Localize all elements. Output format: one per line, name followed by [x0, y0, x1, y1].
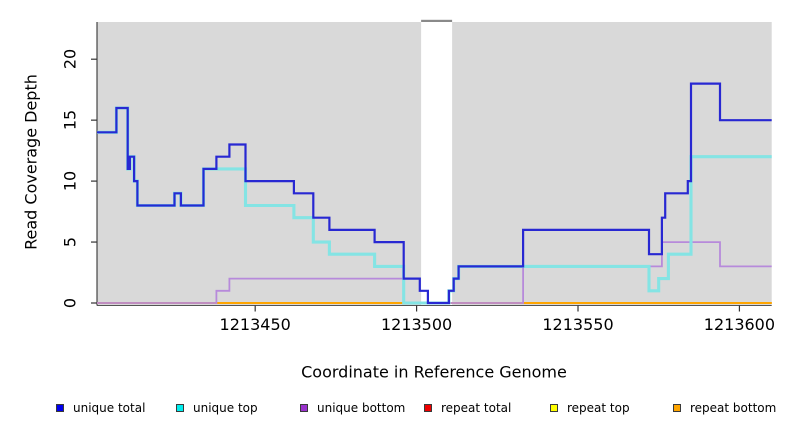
legend-label: repeat total [441, 401, 512, 415]
y-tick-label: 20 [60, 49, 80, 70]
x-tick-label: 1213600 [703, 315, 776, 334]
legend-item-repeat-total: repeat total [424, 398, 511, 418]
series-line-unique-total [97, 82, 772, 305]
legend-item-repeat-top: repeat top [550, 398, 630, 418]
legend-swatch-icon [673, 404, 681, 412]
x-tick-label: 1213450 [219, 315, 291, 334]
y-tick-label: 10 [60, 170, 80, 192]
legend-label: repeat top [567, 401, 630, 415]
legend-label: repeat bottom [690, 401, 777, 415]
legend-label: unique top [193, 401, 258, 415]
legend-item-unique-bottom: unique bottom [300, 398, 405, 418]
x-axis-title: Coordinate in Reference Genome [301, 362, 567, 382]
legend-swatch-icon [56, 404, 64, 412]
y-tick-label: 0 [60, 297, 80, 309]
legend-swatch-icon [550, 404, 558, 412]
legend-item-unique-total: unique total [56, 398, 145, 418]
legend-swatch-icon [176, 404, 184, 412]
legend-label: unique bottom [317, 401, 406, 415]
x-tick-label: 1213550 [542, 315, 614, 334]
y-tick-label: 15 [60, 109, 80, 131]
legend-item-unique-top: unique top [176, 398, 258, 418]
legend-swatch-icon [300, 404, 308, 412]
y-tick-label: 5 [60, 236, 80, 248]
y-axis-title: Read Coverage Depth [21, 74, 41, 250]
legend-label: unique total [73, 401, 146, 415]
legend-swatch-icon [424, 404, 432, 412]
legend: unique total unique top unique bottom repea… [0, 398, 792, 420]
series-line-unique-bottom [97, 241, 772, 304]
legend-item-repeat-bottom: repeat bottom [673, 398, 776, 418]
mask-band [421, 22, 453, 306]
x-tick-label: 1213500 [380, 315, 453, 334]
mask-band-top-edge [421, 19, 453, 22]
